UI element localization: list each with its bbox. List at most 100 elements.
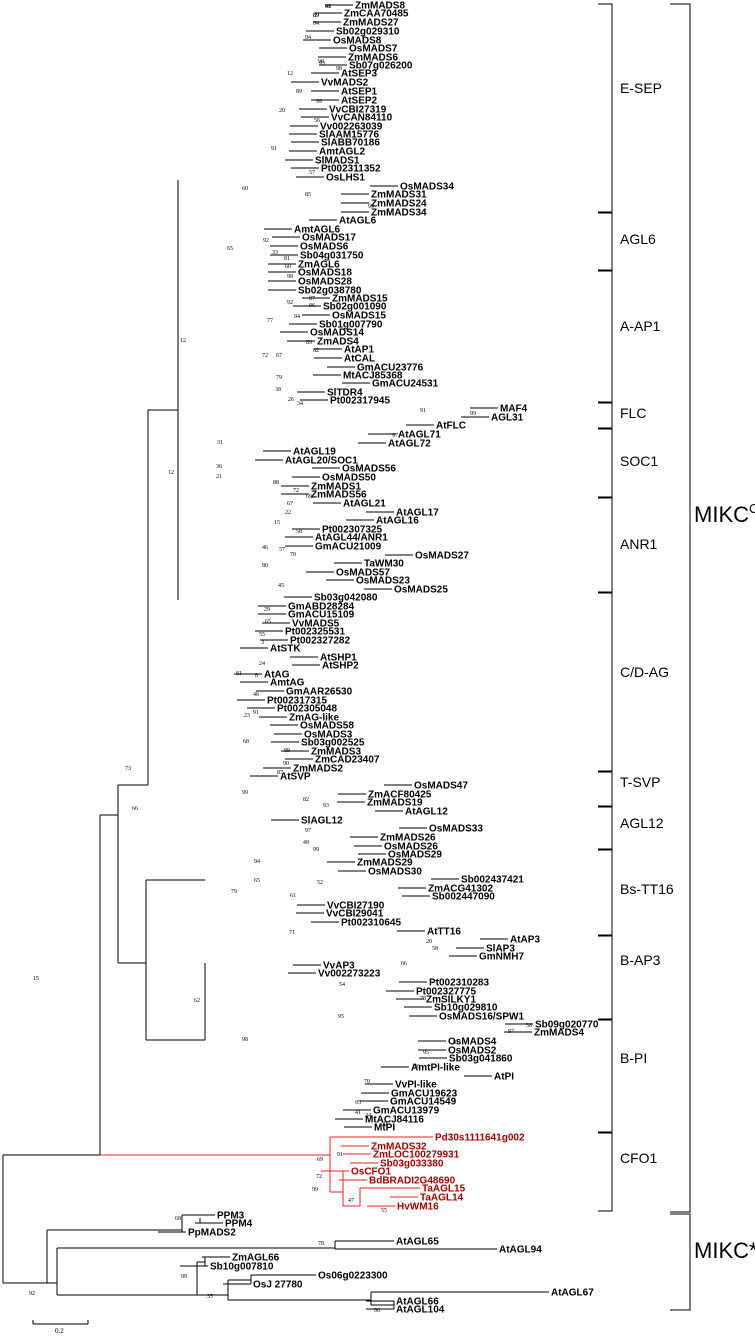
taxon-label: AtAGL16 — [376, 516, 419, 527]
taxon-label: Sb10g007810 — [210, 1262, 274, 1273]
taxon-label: Sb10g029810 — [434, 1003, 498, 1014]
clade-bracket — [598, 1019, 613, 1133]
taxon-label: ZmMADS1 — [311, 482, 361, 493]
clade-bracket — [598, 806, 613, 850]
bootstrap-value: 69 — [306, 494, 312, 500]
taxon-label: OsMADS50 — [322, 473, 376, 484]
bootstrap-value: 62 — [194, 998, 200, 1004]
bootstrap-value: 99 — [312, 1187, 318, 1193]
clade-bracket — [598, 497, 613, 593]
taxon-label: OsMADS34 — [400, 182, 454, 193]
superclade-label-mikc-c: MIKCC — [694, 501, 755, 527]
taxon-label: Vv002273223 — [318, 969, 381, 980]
bootstrap-value: 92 — [263, 238, 269, 244]
bootstrap-value: 81 — [236, 671, 242, 677]
bootstrap-value: 82 — [303, 797, 309, 803]
bootstrap-value: 87 — [277, 770, 283, 776]
taxon-label: GmACU21009 — [315, 542, 382, 553]
taxon-label: TaWM30 — [364, 559, 404, 570]
taxon-label: OsMADS47 — [414, 781, 468, 792]
taxon-label: AtAP3 — [510, 935, 540, 946]
bootstrap-value: 20 — [279, 108, 285, 114]
bootstrap-value: 91 — [253, 710, 259, 716]
taxon-label: OsMADS7 — [349, 44, 398, 55]
bootstrap-value: 98 — [242, 1037, 248, 1043]
bootstrap-value: 97 — [392, 433, 398, 439]
bootstrap-value: 77 — [267, 318, 273, 324]
taxon-label: ZmMADS34 — [371, 208, 427, 219]
taxon-label: AtSEP2 — [341, 96, 378, 107]
taxon-label: ZmAGL6 — [298, 260, 340, 271]
taxon-label: OsMADS30 — [368, 867, 422, 878]
taxon-label: OsMADS56 — [342, 464, 396, 475]
taxon-label: AtSEP3 — [341, 69, 378, 80]
bootstrap-value: 92 — [29, 1291, 35, 1297]
bootstrap-value: 97 — [305, 828, 311, 834]
superclade-label-mikc-star: MIKC* — [694, 1238, 755, 1263]
clade-bracket — [598, 3, 613, 213]
bootstrap-value: 92 — [287, 300, 293, 306]
taxon-label: Pt002327282 — [290, 636, 350, 647]
bootstrap-value: 81 — [284, 256, 290, 262]
bootstrap-value: 55 — [259, 632, 265, 638]
taxon-label: OsMADS26 — [384, 842, 438, 853]
taxon-label: VvMADS5 — [292, 619, 340, 630]
taxon-label: Sb03g033380 — [380, 1159, 444, 1170]
bootstrap-value: 68 — [175, 1216, 181, 1222]
taxon-label: SlAAM15776 — [319, 130, 379, 141]
taxon-label: OsLHS1 — [326, 173, 365, 184]
bootstrap-value: 71 — [289, 930, 295, 936]
superclade-sup: C — [749, 501, 755, 516]
taxon-label: ZmMADS29 — [357, 858, 413, 869]
bootstrap-value: 23 — [244, 713, 250, 719]
taxon-label: OsJ 27780 — [253, 1280, 303, 1291]
taxon-label: AtSHP1 — [320, 653, 357, 664]
taxon-label: OsMADS25 — [394, 585, 448, 596]
taxon-label: ZmMADS27 — [343, 18, 399, 29]
bootstrap-value: 12 — [180, 338, 186, 344]
superclade-bracket-mikc-star — [670, 1213, 691, 1311]
bootstrap-value: 91 — [337, 1152, 343, 1158]
taxon-label: Pt002307325 — [322, 525, 382, 536]
taxon-label: Sb02g038780 — [298, 286, 362, 297]
taxon-label: ZmMADS8 — [355, 1, 405, 12]
taxon-label: OsCFO1 — [351, 1167, 391, 1178]
bootstrap-value: 91 — [271, 146, 277, 152]
bootstrap-value: 93 — [319, 61, 325, 67]
taxon-label: ZmMADS15 — [332, 294, 388, 305]
taxon-label: HvWM16 — [397, 1202, 439, 1213]
taxon-label: Sb01g007790 — [319, 320, 383, 331]
taxon-label: GmNMH7 — [479, 952, 524, 963]
taxon-label: ZmMADS24 — [371, 199, 427, 210]
taxon-label: Pt002317315 — [267, 696, 327, 707]
taxon-label: Sb03g002525 — [301, 738, 365, 749]
taxon-label: AtFLC — [436, 421, 466, 432]
taxon-label: Pt002325531 — [285, 627, 345, 638]
bootstrap-value: 15 — [274, 520, 280, 526]
taxon-label: AtSVP — [280, 772, 311, 783]
taxon-label: OsMADS4 — [448, 1037, 497, 1048]
bootstrap-value: 95 — [355, 1100, 361, 1106]
bootstrap-value: 56 — [314, 118, 320, 124]
taxon-label: AtAGL20/SOC1 — [285, 456, 358, 467]
bootstrap-value: 72 — [262, 353, 268, 359]
taxon-label: Sb002447090 — [432, 892, 495, 903]
bootstrap-value: 70 — [364, 1079, 370, 1085]
taxon-label: ZmMADS31 — [371, 190, 427, 201]
bootstrap-value: 46 — [262, 545, 268, 551]
taxon-label: AtAGL17 — [396, 508, 439, 519]
taxon-label: Sb03g042080 — [314, 593, 378, 604]
bootstrap-value: 98 — [414, 1064, 420, 1070]
bootstrap-value: 52 — [317, 880, 323, 886]
bootstrap-value: 72 — [316, 1174, 322, 1180]
taxon-label: GmABD28284 — [288, 602, 355, 613]
bootstrap-value: 34 — [297, 401, 303, 407]
bootstrap-value: 8 — [255, 673, 258, 679]
taxon-label: GmACU15109 — [288, 610, 355, 621]
group-label-b-ap3: B-AP3 — [620, 952, 661, 968]
taxon-label: ZmMADS3 — [311, 747, 361, 758]
taxon-label: AtSTK — [270, 644, 301, 655]
bootstrap-value: 12 — [287, 71, 293, 77]
taxon-label: MtACJ85368 — [343, 371, 403, 382]
